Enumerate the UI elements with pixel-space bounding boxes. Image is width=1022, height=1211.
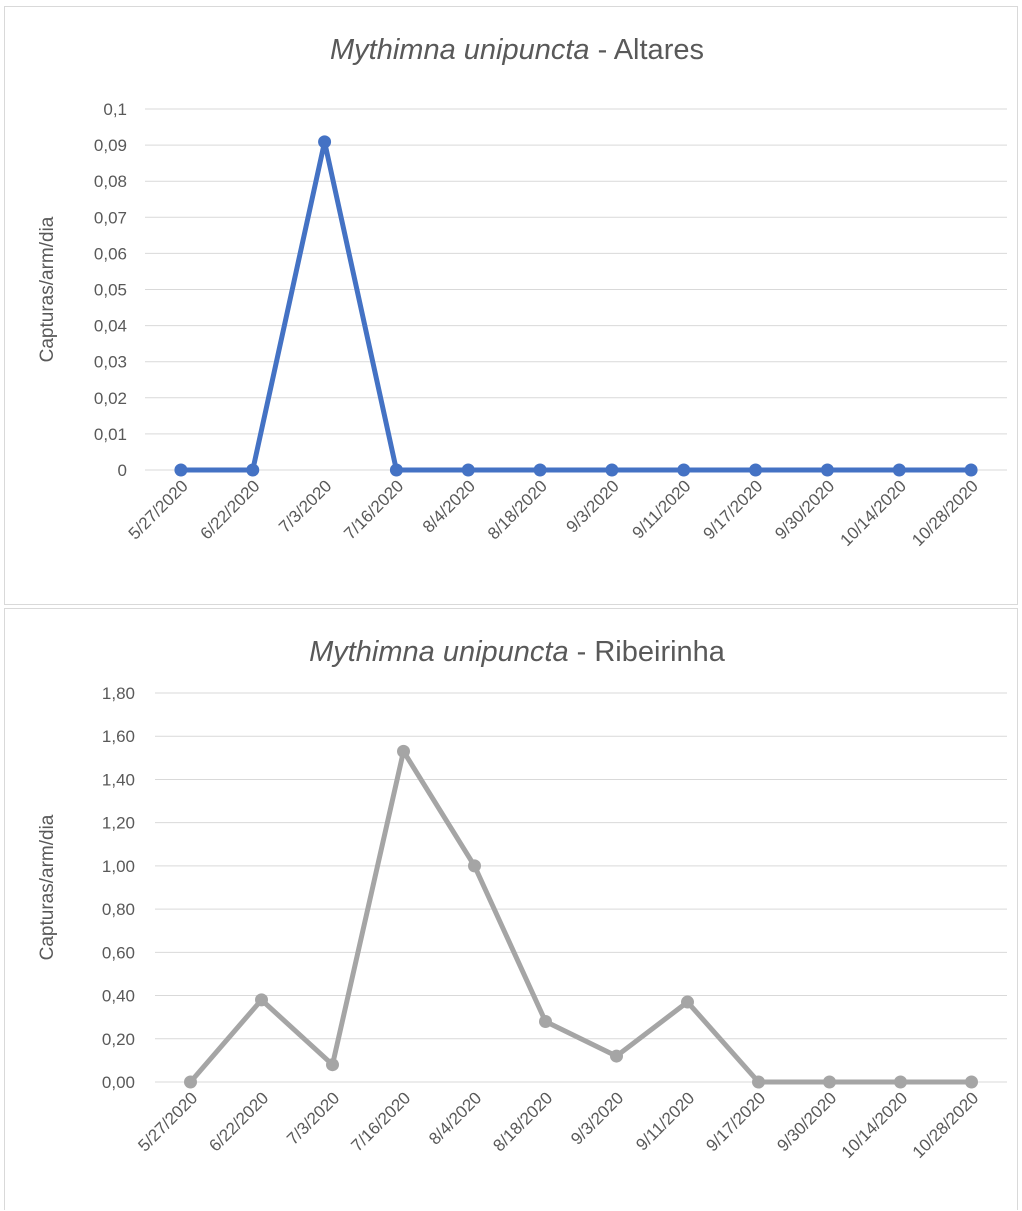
x-tick-label: 9/30/2020: [771, 476, 838, 543]
data-point: [397, 744, 410, 758]
x-tick-label: 10/14/2020: [838, 1088, 912, 1162]
data-point: [965, 1075, 978, 1089]
data-point: [174, 463, 188, 477]
data-point: [533, 463, 547, 477]
x-tick-label: 10/28/2020: [909, 1088, 983, 1162]
chart-title: Mythimna unipuncta - Altares: [330, 34, 704, 66]
data-point: [539, 1014, 552, 1028]
data-point: [892, 463, 906, 477]
x-tick-label: 9/17/2020: [699, 476, 766, 543]
y-tick-label: 0,00: [102, 1073, 135, 1092]
chart-title-species: Mythimna unipuncta: [330, 34, 590, 66]
data-point: [468, 859, 481, 873]
y-tick-label: 0,06: [94, 244, 127, 263]
chart-title: Mythimna unipuncta - Ribeirinha: [309, 636, 726, 668]
data-point: [677, 463, 691, 477]
y-tick-label: 0: [118, 461, 127, 480]
x-tick-label: 10/28/2020: [908, 476, 982, 550]
y-tick-label: 0,09: [94, 136, 127, 155]
y-tick-label: 1,00: [102, 857, 135, 876]
data-point: [823, 1075, 836, 1089]
data-point: [749, 463, 763, 477]
y-axis-label: Capturas/arm/dia: [37, 814, 58, 960]
series-line: [180, 139, 972, 473]
chart-title-species: Mythimna unipuncta: [309, 636, 569, 668]
data-point: [820, 463, 834, 477]
x-tick-label: 9/3/2020: [567, 1088, 627, 1148]
y-tick-label: 0,1: [103, 100, 127, 119]
data-point: [246, 463, 260, 477]
data-point: [318, 135, 332, 149]
y-tick-label: 0,01: [94, 425, 127, 444]
data-point: [964, 463, 978, 477]
y-tick-label: 0,07: [94, 208, 127, 227]
y-tick-label: 1,40: [102, 770, 135, 789]
chart-altares: Mythimna unipuncta - Altares 0 0,01 0,02 0,0…: [4, 6, 1018, 605]
data-point: [326, 1058, 339, 1072]
data-point: [184, 1075, 197, 1089]
x-tick-label: 8/4/2020: [419, 476, 479, 536]
data-point: [461, 463, 475, 477]
data-point: [255, 993, 268, 1007]
y-tick-label: 0,05: [94, 281, 127, 300]
x-tick-label: 10/14/2020: [836, 476, 910, 550]
chart-altares-svg: Mythimna unipuncta - Altares 0 0,01 0,02 0,0…: [37, 34, 1007, 550]
data-point: [605, 463, 619, 477]
y-tick-label: 0,02: [94, 389, 127, 408]
y-tick-label: 0,80: [102, 900, 135, 919]
chart-title-site: - Altares: [590, 34, 704, 66]
x-tick-label: 8/18/2020: [484, 476, 551, 543]
x-tick-label: 9/11/2020: [632, 1088, 698, 1154]
x-tick-label: 5/27/2020: [134, 1088, 201, 1155]
chart-ribeirinha: Mythimna unipuncta - Ribeirinha 0,00 0,20 0…: [4, 608, 1018, 1210]
x-tick-label: 9/3/2020: [563, 476, 623, 536]
data-point: [389, 463, 403, 477]
x-tick-label: 7/3/2020: [275, 476, 335, 536]
data-point: [894, 1075, 907, 1089]
x-tick-label: 6/22/2020: [197, 476, 264, 543]
data-point: [752, 1075, 765, 1089]
x-tick-label: 9/17/2020: [702, 1088, 769, 1155]
x-tick-label: 9/30/2020: [773, 1088, 840, 1155]
y-tick-label: 0,60: [102, 943, 135, 962]
chart-title-site: - Ribeirinha: [569, 636, 726, 668]
x-tick-label: 8/4/2020: [425, 1088, 485, 1148]
data-point: [610, 1049, 623, 1063]
x-tick-label: 8/18/2020: [489, 1088, 556, 1155]
data-point: [681, 995, 694, 1009]
x-tick-label: 7/3/2020: [283, 1088, 343, 1148]
y-axis-label: Capturas/arm/dia: [37, 216, 58, 362]
x-tick-label: 7/16/2020: [340, 476, 407, 543]
y-tick-label: 1,60: [102, 727, 135, 746]
x-tick-label: 9/11/2020: [629, 476, 695, 542]
y-tick-label: 0,20: [102, 1030, 135, 1049]
y-tick-label: 0,03: [94, 353, 127, 372]
y-tick-label: 0,40: [102, 987, 135, 1006]
x-tick-label: 6/22/2020: [205, 1088, 272, 1155]
chart-ribeirinha-svg: Mythimna unipuncta - Ribeirinha 0,00 0,20 0…: [37, 636, 1007, 1162]
y-tick-label: 1,80: [102, 684, 135, 703]
y-tick-label: 0,04: [94, 317, 127, 336]
series-line: [188, 748, 972, 1085]
y-tick-label: 1,20: [102, 814, 135, 833]
y-tick-label: 0,08: [94, 172, 127, 191]
x-tick-label: 7/16/2020: [347, 1088, 414, 1155]
x-tick-label: 5/27/2020: [125, 476, 192, 543]
